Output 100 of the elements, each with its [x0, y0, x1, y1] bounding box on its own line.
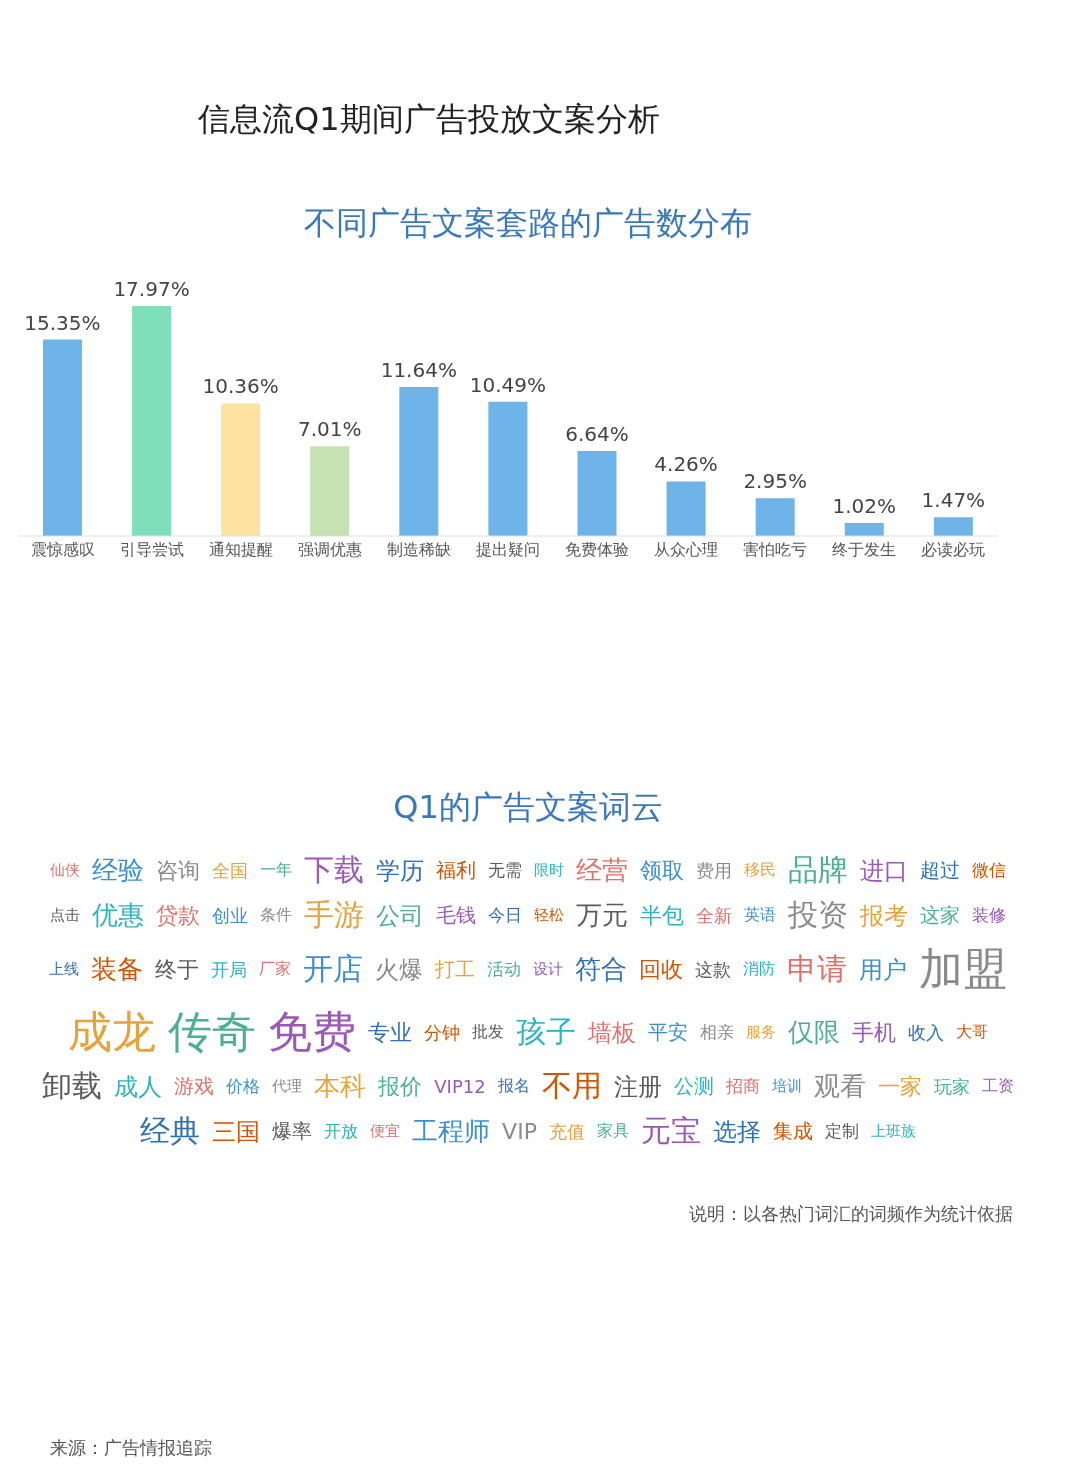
text: 不用	[541, 1067, 602, 1105]
text: 装备	[91, 953, 143, 986]
text: 三国	[212, 1116, 261, 1148]
text: 家具	[596, 1121, 629, 1142]
text: 信息流Q1期间广告投放文案分析	[197, 99, 661, 140]
text: 申请	[787, 950, 847, 988]
text: 全国	[212, 858, 248, 883]
text: 经典	[140, 1112, 201, 1150]
text: 上线	[49, 960, 79, 979]
bar	[221, 403, 261, 536]
text: 打工	[435, 956, 475, 983]
bar	[488, 401, 528, 536]
text: 墙板	[588, 1017, 636, 1049]
text: 传奇	[168, 1005, 256, 1059]
text: 招商	[725, 1075, 760, 1098]
text: 毛钱	[436, 902, 476, 929]
data-label: 7.01%	[297, 417, 362, 442]
text: 活动	[487, 958, 521, 981]
text: 专业	[368, 1018, 412, 1047]
text: 福利	[436, 857, 476, 884]
text: 下载	[304, 851, 364, 889]
x-tick-label: 制造稀缺	[386, 540, 451, 560]
text: 咨询	[156, 856, 200, 885]
text: 领取	[640, 856, 684, 885]
text: 条件	[260, 905, 292, 926]
text: 注册	[613, 1071, 662, 1103]
text: 符合	[575, 953, 627, 986]
text: 公司	[376, 900, 424, 932]
text: 开局	[211, 957, 247, 982]
bar	[399, 387, 439, 536]
data-label: 15.35%	[24, 310, 101, 335]
text: 贷款	[156, 901, 200, 930]
text: 经营	[576, 854, 628, 887]
text: 无需	[488, 859, 522, 882]
text: VIP12	[434, 1076, 486, 1097]
text: 选择	[712, 1116, 761, 1148]
text: 手机	[852, 1018, 896, 1047]
x-tick-label: 必读必玩	[921, 540, 986, 560]
text: Q1的广告文案词云	[392, 787, 664, 828]
text: 终于	[155, 955, 199, 984]
text: 公测	[673, 1073, 714, 1100]
text: 相亲	[700, 1021, 734, 1044]
text: 消防	[743, 959, 775, 980]
text: 火爆	[375, 954, 423, 986]
data-label: 1.02%	[832, 493, 897, 518]
x-tick-label: 震惊感叹	[30, 540, 95, 560]
text: 英语	[744, 905, 776, 926]
text: 费用	[696, 858, 732, 883]
data-label: 10.49%	[469, 372, 547, 397]
text: 报名	[497, 1076, 530, 1097]
data-label: 6.64%	[565, 422, 629, 447]
data-label: 4.26%	[654, 452, 718, 477]
source-note: 来源：广告情报追踪	[49, 1436, 213, 1460]
text: 观看	[813, 1070, 866, 1103]
text: 优惠	[92, 899, 144, 932]
text: 收入	[908, 1020, 944, 1045]
text: 说明：以各热门词汇的词频作为统计依据	[688, 1202, 1014, 1226]
text: 报价	[378, 1072, 423, 1101]
text: 进口	[860, 855, 908, 887]
text: 分钟	[424, 1020, 460, 1045]
text: 上班族	[870, 1122, 916, 1141]
bar	[42, 339, 82, 536]
text: 学历	[376, 855, 424, 887]
text: 微信	[972, 859, 1006, 882]
text: 移民	[744, 860, 776, 881]
bar	[310, 446, 350, 536]
text: 仙侠	[50, 861, 80, 880]
x-tick-label: 终于发生	[832, 540, 897, 560]
text: 批发	[472, 1022, 504, 1043]
bar	[755, 498, 795, 536]
data-label: 2.95%	[743, 469, 807, 494]
text: 爆率	[272, 1118, 313, 1145]
text: 今日	[488, 904, 522, 927]
text: 卸载	[42, 1067, 103, 1105]
text: 价格	[226, 1075, 261, 1098]
x-tick-label: 从众心理	[654, 540, 719, 560]
x-tick-label: 提出疑问	[476, 540, 540, 560]
text: 集成	[772, 1118, 813, 1145]
x-tick-label: 免费体验	[565, 540, 630, 560]
x-tick-label: 引导尝试	[119, 540, 184, 560]
bar	[666, 481, 706, 536]
text: 点击	[50, 906, 80, 925]
text: 一家	[877, 1072, 922, 1101]
text: 这家	[920, 902, 960, 929]
data-label: 17.97%	[113, 277, 190, 301]
text: 用户	[859, 954, 907, 986]
text: 工资	[981, 1076, 1014, 1097]
text: 投资	[788, 896, 848, 934]
bar	[844, 522, 884, 536]
text: 回收	[639, 955, 683, 984]
data-label: 1.47%	[921, 488, 986, 513]
bar	[132, 306, 172, 536]
text: 游戏	[174, 1073, 215, 1100]
text: 开放	[324, 1120, 359, 1143]
text: 定制	[824, 1120, 859, 1143]
text: 成人	[114, 1071, 163, 1103]
text: 设计	[533, 960, 563, 979]
bar	[933, 517, 973, 536]
text: 本科	[314, 1070, 367, 1103]
text: 经验	[92, 854, 144, 887]
